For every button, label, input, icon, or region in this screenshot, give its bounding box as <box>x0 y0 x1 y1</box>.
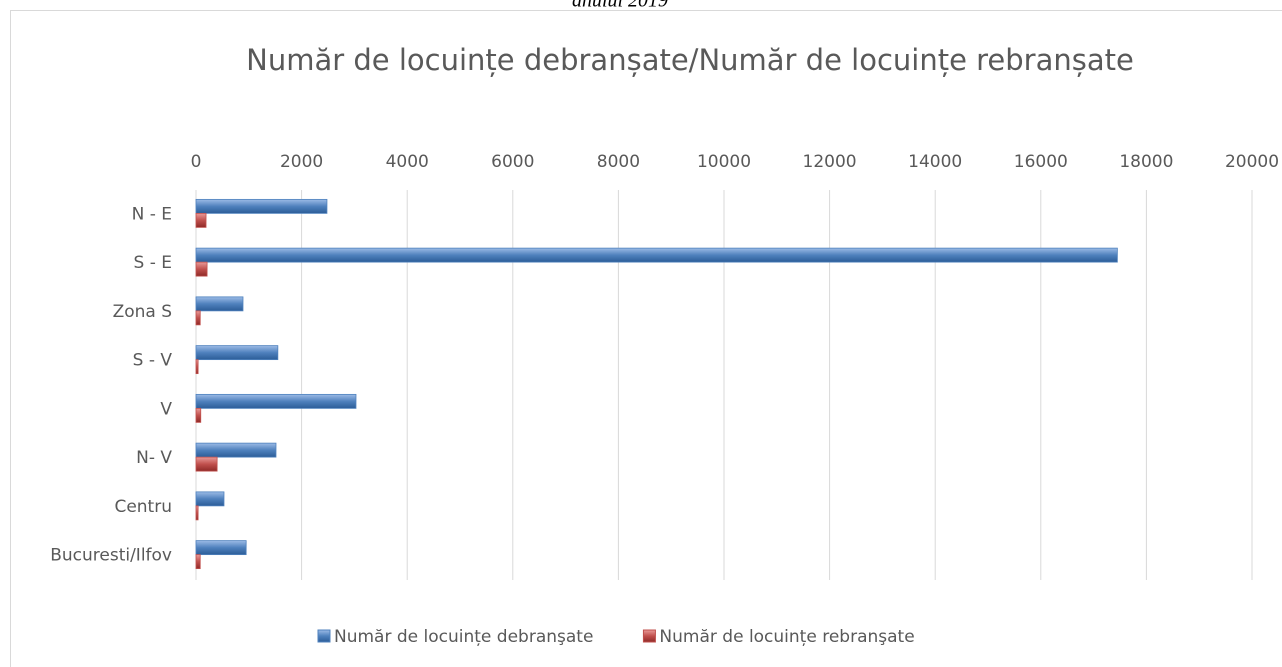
x-tick-label: 4000 <box>386 152 429 172</box>
bar <box>195 442 277 458</box>
y-tick-label: S - V <box>133 351 173 371</box>
bar <box>195 296 244 312</box>
bar <box>195 393 357 409</box>
x-tick-label: 2000 <box>280 152 323 172</box>
x-tick-label: 20000 <box>1225 152 1279 172</box>
bar <box>195 359 199 375</box>
legend-swatch <box>642 629 656 643</box>
y-tick-label: N - E <box>132 204 172 224</box>
y-tick-label: Centru <box>114 497 172 517</box>
caption: anului 2019 <box>572 0 668 12</box>
y-tick-label: V <box>160 399 172 419</box>
x-tick-label: 8000 <box>597 152 640 172</box>
legend-swatch <box>317 629 331 643</box>
bar <box>195 261 208 277</box>
bar <box>195 505 199 521</box>
chart-title: Număr de locuințe debranșate/Număr de lo… <box>246 43 1134 77</box>
chart-border <box>10 10 1282 667</box>
bar <box>195 247 1118 263</box>
x-tick-label: 16000 <box>1014 152 1068 172</box>
y-tick-label: S - E <box>134 253 172 273</box>
bar <box>195 540 247 556</box>
legend-label: Număr de locuințe rebranşate <box>659 627 914 647</box>
bar <box>195 554 201 570</box>
x-tick-label: 12000 <box>803 152 857 172</box>
x-tick-label: 10000 <box>697 152 751 172</box>
y-tick-label: N- V <box>136 448 172 468</box>
bar <box>195 198 328 214</box>
bar <box>195 456 218 472</box>
bar <box>195 491 225 507</box>
x-tick-label: 0 <box>191 152 202 172</box>
x-tick-label: 14000 <box>908 152 962 172</box>
bar <box>195 212 207 228</box>
x-tick-label: 6000 <box>491 152 534 172</box>
bar <box>195 310 201 326</box>
bar <box>195 345 279 361</box>
y-tick-label: Bucuresti/Ilfov <box>50 546 172 566</box>
y-tick-label: Zona S <box>113 302 172 322</box>
legend-label: Număr de locuințe debranşate <box>334 627 593 647</box>
bar <box>195 407 202 423</box>
x-tick-label: 18000 <box>1119 152 1173 172</box>
